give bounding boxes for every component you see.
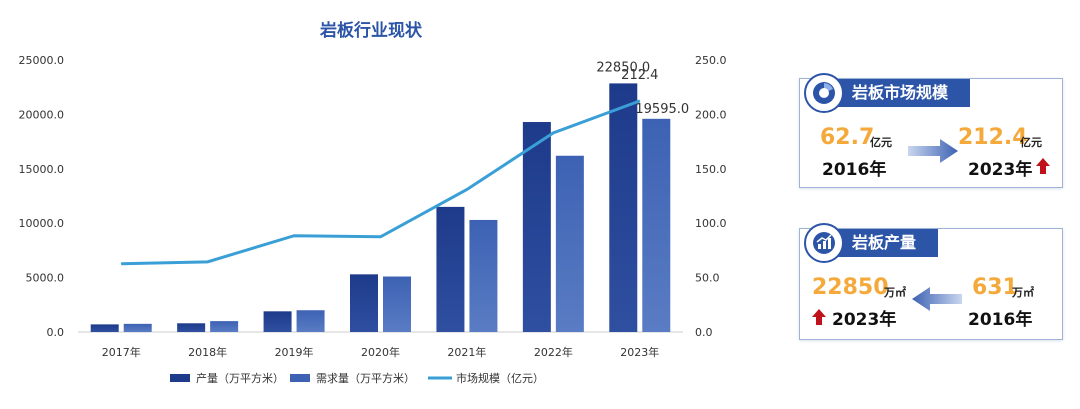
growth-chart-icon <box>804 223 844 263</box>
start-market-unit: 亿元 <box>870 136 892 149</box>
production-card: 岩板产量 22850 万㎡ 2023年 631 万㎡ 2016年 <box>799 223 1063 340</box>
left-axis-tick-label: 5000.0 <box>26 272 65 285</box>
left-axis-tick-label: 10000.0 <box>19 217 65 230</box>
red-up-arrow-icon <box>812 309 826 325</box>
end-market-value: 212.4 <box>958 125 1028 150</box>
end-production-unit: 万㎡ <box>884 286 906 299</box>
end-year: 2023年 <box>968 160 1033 180</box>
arrow-left-icon <box>912 287 962 311</box>
card-title: 岩板产量 <box>836 229 939 257</box>
market-size-point <box>120 263 122 265</box>
end-market-unit: 亿元 <box>1020 136 1042 149</box>
bar-production <box>90 324 119 332</box>
right-axis-tick-label: 0.0 <box>695 326 713 339</box>
bar-production <box>609 83 638 332</box>
chart-circle-icon <box>804 73 844 113</box>
left-axis-tick-label: 20000.0 <box>19 108 65 121</box>
x-category-label: 2022年 <box>534 345 573 359</box>
right-axis-tick-label: 150.0 <box>695 163 727 176</box>
market-size-card: 岩板市场规模 62.7 亿元 2016年 212.4 亿元 2023年 <box>799 73 1063 188</box>
legend-label: 市场规模（亿元） <box>456 371 544 385</box>
bar-demand <box>555 155 584 332</box>
arrow-right-icon <box>908 139 958 163</box>
start-production-unit: 万㎡ <box>1012 286 1034 299</box>
bar-demand <box>642 118 671 332</box>
bar-production <box>350 274 378 332</box>
chart-title: 岩板行业现状 <box>319 20 423 41</box>
data-label-demand: 19595.0 <box>635 102 689 117</box>
bar-production <box>436 206 465 332</box>
bar-demand <box>383 276 411 332</box>
start-year: 2016年 <box>822 160 887 180</box>
right-axis-tick-label: 200.0 <box>695 108 727 121</box>
end-year: 2023年 <box>832 310 897 330</box>
market-size-point <box>552 132 554 134</box>
bar-demand <box>469 219 498 332</box>
legend-label: 产量（万平方米） <box>196 371 284 385</box>
bar-production <box>522 122 551 333</box>
x-category-label: 2017年 <box>102 345 141 359</box>
legend-label: 需求量（万平方米） <box>316 371 415 385</box>
bar-demand <box>210 321 239 332</box>
start-production-value: 631 <box>972 275 1018 300</box>
bar-production <box>263 311 292 332</box>
end-production-value: 22850 <box>812 275 889 300</box>
market-size-point <box>639 100 641 102</box>
right-axis-tick-label: 50.0 <box>695 272 720 285</box>
market-size-point <box>207 261 209 263</box>
data-label-market-size: 212.4 <box>621 68 658 83</box>
legend-swatch <box>170 374 190 382</box>
card-title: 岩板市场规模 <box>836 79 971 107</box>
right-axis-tick-label: 100.0 <box>695 217 727 230</box>
start-year: 2016年 <box>968 310 1033 330</box>
start-market-value: 62.7 <box>820 125 875 150</box>
left-axis-tick-label: 15000.0 <box>19 163 65 176</box>
bar-demand <box>296 310 325 332</box>
x-category-label: 2019年 <box>275 345 314 359</box>
bar-production <box>177 323 206 332</box>
data-label-production: 22850.0 <box>596 60 650 75</box>
market-size-point <box>380 236 381 238</box>
x-category-label: 2020年 <box>361 345 400 359</box>
market-size-point <box>293 235 295 237</box>
left-axis-tick-label: 25000.0 <box>19 54 65 67</box>
x-category-label: 2018年 <box>188 345 227 359</box>
right-axis-tick-label: 250.0 <box>695 54 727 67</box>
x-category-label: 2021年 <box>447 345 486 359</box>
left-axis-tick-label: 0.0 <box>47 326 65 339</box>
bar-line-chart: 岩板行业现状 0.0 5000.0 10000.0 15000.0 20000.0 250… <box>19 20 727 385</box>
market-size-point <box>466 188 468 190</box>
bar-demand <box>123 323 152 332</box>
x-category-label: 2023年 <box>620 345 659 359</box>
red-up-arrow-icon <box>1036 158 1050 174</box>
legend-swatch <box>290 374 310 382</box>
